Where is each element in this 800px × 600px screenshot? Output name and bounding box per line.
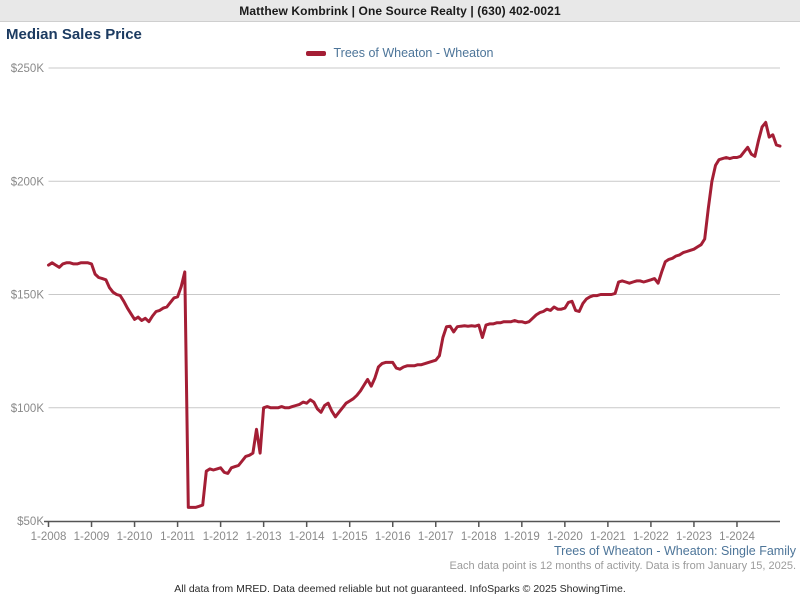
x-axis-label: 1-2015 (332, 531, 368, 543)
x-axis-label: 1-2017 (418, 531, 454, 543)
page-title: Median Sales Price (6, 26, 142, 43)
header-bar: Matthew Kombrink | One Source Realty | (… (0, 0, 800, 22)
y-axis-label: $200K (11, 176, 45, 188)
x-axis-label: 1-2024 (719, 531, 755, 543)
footer-attribution: All data from MRED. Data deemed reliable… (174, 583, 626, 595)
agent-contact-line: Matthew Kombrink | One Source Realty | (… (239, 3, 561, 18)
x-axis-label: 1-2012 (203, 531, 239, 543)
x-axis-label: 1-2022 (633, 531, 669, 543)
x-axis-label: 1-2021 (590, 531, 626, 543)
legend: Trees of Wheaton - Wheaton (0, 46, 800, 60)
x-axis-label: 1-2020 (547, 531, 583, 543)
x-axis-label: 1-2013 (246, 531, 282, 543)
y-axis-label: $250K (11, 63, 45, 75)
y-axis-label: $50K (17, 516, 44, 528)
y-axis-label: $100K (11, 403, 45, 415)
x-axis-label: 1-2019 (504, 531, 540, 543)
x-axis-label: 1-2009 (74, 531, 110, 543)
series-line (47, 120, 782, 509)
x-axis-label: 1-2014 (289, 531, 325, 543)
x-axis-label: 1-2008 (31, 531, 67, 543)
footer-data-note: Each data point is 12 months of activity… (449, 560, 796, 572)
x-axis-label: 1-2018 (461, 531, 497, 543)
footer-series-scope: Trees of Wheaton - Wheaton: Single Famil… (554, 544, 796, 558)
x-axis-label: 1-2010 (117, 531, 153, 543)
x-axis-label: 1-2011 (160, 531, 195, 543)
x-axis-label: 1-2016 (375, 531, 411, 543)
x-axis-label: 1-2023 (676, 531, 712, 543)
legend-swatch-icon (306, 50, 327, 56)
y-axis-label: $150K (11, 290, 45, 302)
legend-series-label: Trees of Wheaton - Wheaton (333, 46, 494, 60)
